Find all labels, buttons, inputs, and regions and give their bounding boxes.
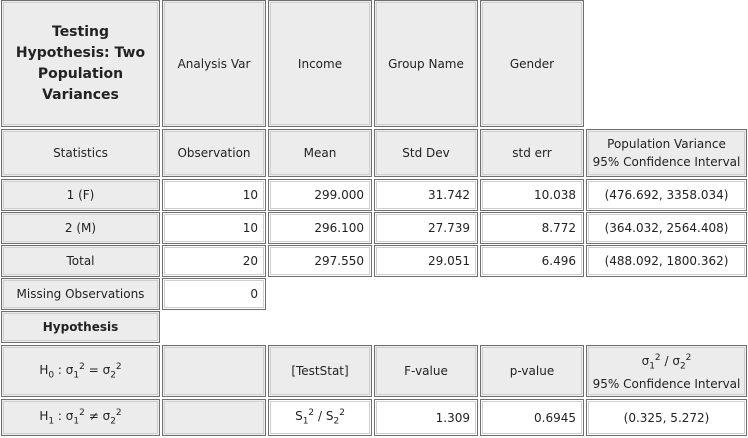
equals-sign: =	[88, 362, 99, 377]
test-stat-expression: S12 / S22	[295, 408, 345, 427]
ratio-sigma2-sub: 2	[679, 361, 686, 372]
std-err-cell: 8.772	[480, 212, 584, 244]
h1-subscript: 1	[48, 416, 55, 427]
mean-cell: 296.100	[268, 212, 372, 244]
ci-cell: (488.092, 1800.362)	[586, 245, 747, 277]
missing-observations-label: Missing Observations	[1, 278, 160, 310]
ci-header-line2: 95% Confidence Interval	[592, 155, 741, 169]
observation-cell: 20	[162, 245, 266, 277]
table-title-text: Testing Hypothesis: Two Population Varia…	[15, 23, 146, 103]
h0-subscript: 0	[48, 370, 55, 381]
sigma1-subscript: 1	[73, 416, 80, 427]
std-dev-cell: 29.051	[374, 245, 478, 277]
test-stat-header: [TestStat]	[268, 345, 372, 397]
p-value-header: p-value	[480, 345, 584, 397]
ratio-sigma2: σ	[672, 353, 680, 368]
sigma2-superscript: 2	[115, 361, 122, 372]
ci-cell: (476.692, 3358.034)	[586, 179, 747, 211]
ratio-ci-header: σ12 / σ22 95% Confidence Interval	[586, 345, 747, 397]
s2-superscript: 2	[339, 408, 345, 419]
statistics-header: Statistics	[1, 129, 160, 177]
group-name-header: Group Name	[374, 0, 478, 127]
sigma1-superscript: 2	[79, 361, 85, 372]
ratio-sigma2-sup: 2	[685, 352, 692, 363]
table-title: Testing Hypothesis: Two Population Varia…	[1, 0, 160, 127]
missing-observations-value: 0	[162, 278, 266, 310]
s1-subscript: 1	[302, 416, 309, 427]
sigma2-subscript: 2	[110, 370, 116, 381]
row-label-m: 2 (M)	[1, 212, 160, 244]
std-dev-cell: 31.742	[374, 179, 478, 211]
observation-cell: 10	[162, 212, 266, 244]
h1-symbol: H	[39, 409, 49, 424]
std-err-cell: 10.038	[480, 179, 584, 211]
h0-symbol: H	[39, 362, 49, 377]
mean-header: Mean	[268, 129, 372, 177]
h1-blank-cell	[162, 399, 266, 436]
ratio-ci-header-line1: σ12 / σ22	[641, 352, 692, 372]
std-err-header: std err	[480, 129, 584, 177]
f-value-header: F-value	[374, 345, 478, 397]
s2-symbol: S	[325, 409, 334, 424]
sigma2-superscript: 2	[115, 408, 122, 419]
h1-formula: H1 : σ12 ≠ σ22	[1, 399, 160, 436]
test-stat-formula: S12 / S22	[268, 399, 372, 436]
h0-expression: H0 : σ12 = σ22	[39, 361, 122, 381]
h0-formula: H0 : σ12 = σ22	[1, 345, 160, 397]
ratio-ci-cell: (0.325, 5.272)	[586, 399, 747, 436]
row-label-f: 1 (F)	[1, 179, 160, 211]
ratio-sigma1-sub: 1	[649, 361, 655, 372]
population-variance-ci-header: Population Variance 95% Confidence Inter…	[586, 129, 747, 177]
observation-header: Observation	[162, 129, 266, 177]
sigma2-symbol: σ	[102, 409, 111, 424]
sigma1-superscript: 2	[79, 408, 85, 419]
ci-cell: (364.032, 2564.408)	[586, 212, 747, 244]
gender-header: Gender	[480, 0, 584, 127]
hypothesis-title: Hypothesis	[1, 311, 160, 343]
ratio-sigma1-sup: 2	[654, 352, 661, 363]
p-value-cell: 0.6945	[480, 399, 584, 436]
std-dev-header: Std Dev	[374, 129, 478, 177]
s2-subscript: 2	[333, 416, 340, 427]
observation-cell: 10	[162, 179, 266, 211]
sigma2-symbol: σ	[102, 362, 111, 377]
not-equal-sign: ≠	[88, 409, 99, 424]
income-header: Income	[268, 0, 372, 127]
std-err-cell: 6.496	[480, 245, 584, 277]
s1-superscript: 2	[308, 408, 315, 419]
analysis-var-header: Analysis Var	[162, 0, 266, 127]
row-label-total: Total	[1, 245, 160, 277]
sigma1-symbol: σ	[65, 362, 74, 377]
std-dev-cell: 27.739	[374, 212, 478, 244]
ratio-ci-header-line2: 95% Confidence Interval	[592, 377, 741, 392]
ratio-sigma1: σ	[641, 353, 650, 368]
f-value-cell: 1.309	[374, 399, 478, 436]
s1-symbol: S	[295, 409, 303, 424]
ci-header-line1: Population Variance	[607, 137, 726, 151]
sigma1-symbol: σ	[65, 409, 74, 424]
mean-cell: 299.000	[268, 179, 372, 211]
sigma1-subscript: 1	[73, 370, 80, 381]
mean-cell: 297.550	[268, 245, 372, 277]
h0-blank-cell	[162, 345, 266, 397]
h1-expression: H1 : σ12 ≠ σ22	[39, 408, 122, 427]
sigma2-subscript: 2	[110, 416, 116, 427]
